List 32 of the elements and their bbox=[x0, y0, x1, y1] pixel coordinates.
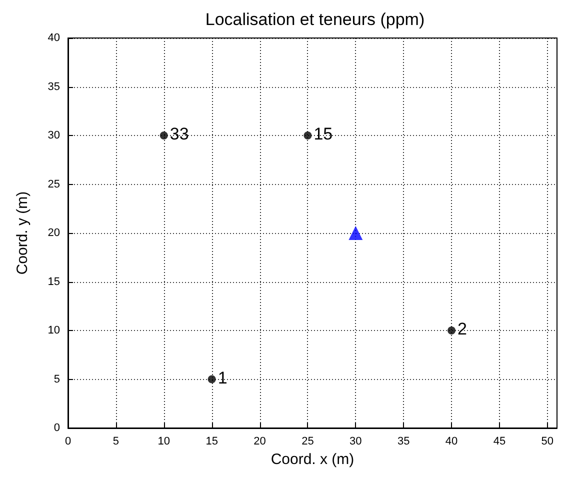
x-tick-label: 45 bbox=[493, 436, 506, 448]
chart-title: Localisation et teneurs (ppm) bbox=[205, 10, 425, 29]
y-tick-label: 15 bbox=[48, 276, 60, 288]
y-tick-label: 40 bbox=[48, 32, 60, 44]
point bbox=[304, 132, 312, 140]
y-tick-label: 5 bbox=[54, 373, 60, 386]
y-tick-label: 25 bbox=[48, 178, 60, 190]
y-tick-label: 10 bbox=[48, 324, 60, 336]
annotation: 1 bbox=[218, 368, 228, 388]
x-tick-label: 0 bbox=[64, 436, 72, 448]
x-tick-label: 40 bbox=[445, 436, 458, 448]
annotation: 33 bbox=[170, 124, 189, 144]
x-tick-label: 5 bbox=[112, 436, 120, 448]
y-axis-title: Coord. y (m) bbox=[14, 191, 31, 275]
point bbox=[348, 226, 363, 240]
x-tick-label: 10 bbox=[158, 436, 170, 448]
y-tick-label: 30 bbox=[48, 130, 60, 142]
y-tick-label: 35 bbox=[48, 80, 60, 93]
x-tick-label: 20 bbox=[254, 436, 266, 448]
x-tick-label: 50 bbox=[541, 436, 554, 448]
annotation: 15 bbox=[314, 124, 333, 144]
x-tick-label: 30 bbox=[350, 436, 362, 448]
x-tick-label: 15 bbox=[206, 436, 218, 448]
annotation: 2 bbox=[458, 320, 467, 338]
x-axis-title: Coord. x (m) bbox=[270, 450, 354, 468]
y-tick-label: 20 bbox=[48, 227, 60, 239]
point bbox=[160, 132, 168, 140]
y-tick-label: 0 bbox=[54, 422, 60, 434]
x-tick-label: 35 bbox=[397, 436, 410, 448]
point bbox=[448, 326, 456, 334]
x-tick-label: 25 bbox=[302, 436, 314, 448]
point bbox=[208, 375, 216, 384]
